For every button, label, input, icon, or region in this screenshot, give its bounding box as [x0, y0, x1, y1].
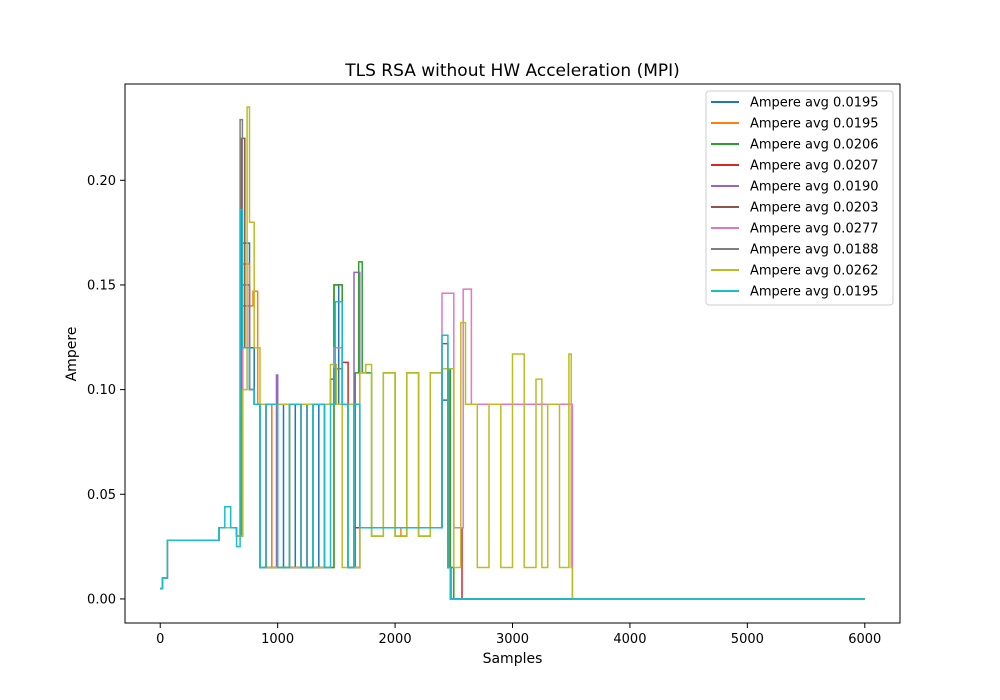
series-layer [160, 106, 865, 600]
chart-title: TLS RSA without HW Acceleration (MPI) [344, 61, 680, 81]
y-tick-label: 0.15 [87, 278, 116, 293]
x-tick-label: 0 [156, 632, 164, 647]
y-axis: 0.00 0.05 0.10 0.15 0.20 [87, 174, 125, 607]
y-axis-title: Ampere [64, 327, 80, 382]
x-axis: 0 1000 2000 3000 4000 5000 6000 [156, 623, 881, 647]
legend-label-6: Ampere avg 0.0203 [750, 201, 879, 216]
plot-area [160, 106, 865, 600]
legend-label-4: Ampere avg 0.0207 [750, 159, 879, 174]
legend-frame [705, 90, 894, 306]
y-tick-label: 0.10 [87, 383, 116, 398]
x-axis-title: Samples [483, 651, 543, 667]
x-tick-label: 5000 [731, 632, 764, 647]
legend-label-9: Ampere avg 0.0262 [750, 264, 879, 279]
x-tick-label: 1000 [261, 632, 294, 647]
legend-label-3: Ampere avg 0.0206 [750, 138, 879, 153]
legend-label-1: Ampere avg 0.0195 [750, 96, 879, 111]
x-tick-label: 6000 [848, 632, 881, 647]
x-tick-label: 2000 [379, 632, 412, 647]
legend: Ampere avg 0.0195 Ampere avg 0.0195 Ampere… [705, 90, 894, 306]
series-line-9 [160, 106, 865, 600]
series-line-10 [160, 208, 865, 600]
x-tick-label: 3000 [496, 632, 529, 647]
legend-label-10: Ampere avg 0.0195 [750, 285, 879, 300]
y-tick-label: 0.00 [87, 592, 116, 607]
legend-items: Ampere avg 0.0195 Ampere avg 0.0195 Ampere… [711, 96, 879, 300]
legend-label-8: Ampere avg 0.0188 [750, 243, 879, 258]
y-tick-label: 0.20 [87, 174, 116, 189]
legend-label-7: Ampere avg 0.0277 [750, 222, 879, 237]
y-tick-label: 0.05 [87, 488, 116, 503]
legend-label-2: Ampere avg 0.0195 [750, 117, 879, 132]
x-tick-label: 4000 [613, 632, 646, 647]
legend-label-5: Ampere avg 0.0190 [750, 180, 879, 195]
